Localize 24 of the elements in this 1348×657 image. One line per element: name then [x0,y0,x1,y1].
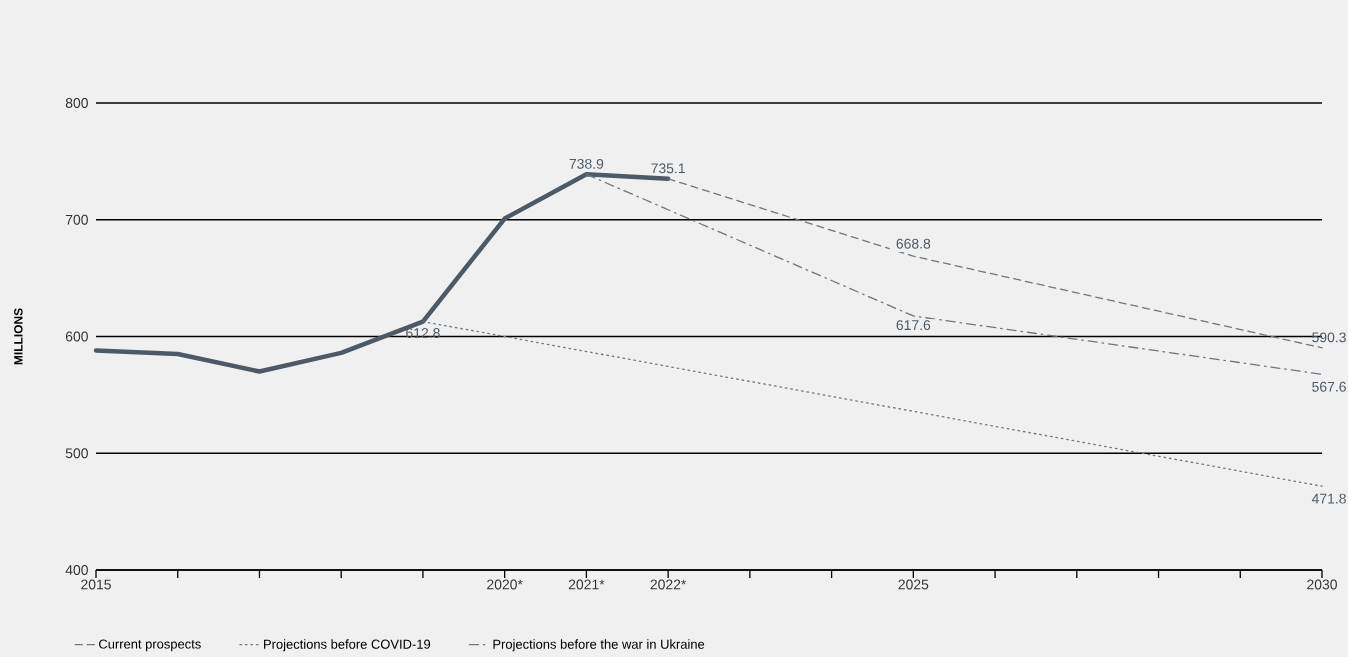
x-tick-label: 2020* [487,579,523,590]
annotation: 612.8 [406,328,440,338]
y-tick-label: 600 [65,331,88,342]
annotation: 668.8 [896,238,931,249]
annotation: 735.1 [651,163,685,174]
x-tick-label: 2030 [1307,579,1337,590]
x-tick-label: 2015 [81,579,111,590]
annotation: 738.9 [569,158,604,169]
x-tick-label: 2022* [650,579,687,590]
x-tick-label: 2021* [568,579,605,590]
annotation: 617.6 [896,320,931,331]
annotation: 471.8 [1311,493,1346,504]
line-series [93,172,671,374]
x-tick-label: 2025 [898,579,929,590]
y-tick-label: 400 [65,565,88,575]
y-tick-label: 700 [65,214,88,225]
legend-label: Current prospects [99,639,201,652]
legend-label: Projections before the war in Ukraine [493,639,705,652]
annotation: 567.6 [1312,381,1346,392]
y-axis-title: MILLIONS [14,308,23,365]
y-tick-label: 500 [65,448,88,459]
legend-label: Projections before COVID-19 [264,639,431,652]
y-tick-label: 800 [65,98,88,108]
annotation: 590.3 [1312,332,1346,343]
